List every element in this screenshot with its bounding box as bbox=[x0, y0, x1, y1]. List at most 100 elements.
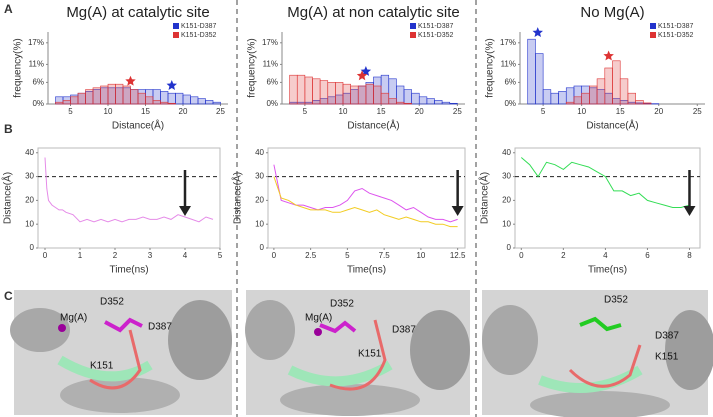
panel-label: C bbox=[4, 289, 13, 303]
histogram-bar bbox=[342, 83, 351, 105]
structure-image bbox=[10, 290, 232, 415]
histogram-bar bbox=[418, 96, 428, 105]
histogram-bar bbox=[167, 92, 176, 105]
y-tick-label: 0% bbox=[266, 99, 278, 108]
histogram-bar bbox=[403, 102, 412, 105]
data-line bbox=[273, 164, 458, 223]
histogram-bar bbox=[449, 102, 458, 105]
structure-label: K151 bbox=[655, 352, 679, 363]
y-tick-label: 40 bbox=[502, 148, 511, 157]
histogram-bar bbox=[319, 80, 329, 105]
histogram-bar bbox=[373, 85, 382, 105]
histogram-bar bbox=[550, 92, 559, 105]
y-tick-label: 0% bbox=[504, 99, 516, 108]
y-axis-label: Distance(Å) bbox=[1, 172, 14, 224]
data-line bbox=[520, 157, 690, 208]
histogram-bar bbox=[411, 92, 420, 105]
structure-label: Mg(A) bbox=[305, 313, 332, 324]
x-tick-label: 20 bbox=[654, 107, 663, 116]
histogram-bar bbox=[434, 100, 443, 105]
x-tick-label: 5 bbox=[218, 251, 223, 260]
plot-frame bbox=[37, 147, 221, 249]
x-tick-label: 0 bbox=[519, 251, 524, 260]
peak-star bbox=[532, 27, 543, 37]
x-tick-label: 12.5 bbox=[450, 251, 466, 260]
histogram-bar bbox=[152, 100, 161, 105]
x-tick-label: 6 bbox=[645, 251, 650, 260]
histogram-bar bbox=[100, 85, 109, 105]
histogram-bar bbox=[115, 83, 124, 105]
x-axis-label: Distance(Å) bbox=[586, 119, 638, 132]
x-tick-label: 15 bbox=[616, 107, 625, 116]
histogram-bar bbox=[85, 89, 94, 105]
x-tick-label: 5 bbox=[68, 107, 73, 116]
x-tick-label: 3 bbox=[148, 251, 153, 260]
histogram-bar bbox=[403, 89, 412, 105]
y-tick-label: 20 bbox=[25, 195, 34, 204]
histogram-bar bbox=[558, 91, 567, 105]
histogram-bar bbox=[388, 98, 397, 105]
data-line bbox=[273, 176, 458, 228]
structure-label: D352 bbox=[330, 299, 354, 310]
x-tick-label: 10 bbox=[577, 107, 586, 116]
data-line bbox=[44, 157, 214, 223]
x-tick-label: 25 bbox=[216, 107, 225, 116]
histogram-bar bbox=[604, 67, 613, 105]
y-tick-label: 11% bbox=[263, 60, 278, 69]
x-tick-label: 0 bbox=[272, 251, 277, 260]
histogram-bar bbox=[92, 87, 101, 105]
chart-title: No Mg(A) bbox=[580, 4, 644, 21]
x-tick-label: 2 bbox=[561, 251, 566, 260]
x-tick-label: 5 bbox=[541, 107, 546, 116]
panel-label: A bbox=[4, 2, 13, 16]
x-tick-label: 10 bbox=[104, 107, 113, 116]
x-tick-label: 25 bbox=[453, 107, 462, 116]
histogram-bar bbox=[212, 101, 221, 105]
y-tick-label: 11% bbox=[501, 60, 516, 69]
x-tick-label: 1 bbox=[78, 251, 83, 260]
structure-label: D352 bbox=[604, 295, 628, 306]
peak-star bbox=[166, 80, 177, 90]
histogram-bar bbox=[612, 60, 621, 105]
y-tick-label: 20 bbox=[255, 195, 264, 204]
histogram-bar bbox=[197, 98, 206, 105]
y-tick-label: 6% bbox=[266, 78, 278, 87]
histogram-bar bbox=[312, 78, 321, 105]
histogram-bar bbox=[304, 76, 313, 105]
histogram-bar bbox=[335, 82, 344, 105]
legend-label: K151-D387 bbox=[418, 23, 454, 30]
x-tick-label: 4 bbox=[183, 251, 188, 260]
histogram-bar bbox=[190, 96, 199, 105]
histogram-bar bbox=[182, 94, 191, 105]
x-tick-label: 25 bbox=[693, 107, 702, 116]
x-tick-label: 20 bbox=[415, 107, 424, 116]
x-axis-label: Distance(Å) bbox=[112, 119, 164, 132]
legend-label: K151-D387 bbox=[181, 23, 217, 30]
histogram-bar bbox=[565, 87, 575, 105]
histogram-bar bbox=[635, 100, 644, 105]
y-tick-label: 17% bbox=[28, 38, 44, 47]
y-axis-label: Distance(Å) bbox=[478, 172, 491, 224]
histogram-bar bbox=[596, 78, 606, 105]
y-tick-label: 30 bbox=[255, 172, 264, 181]
structure-label: K151 bbox=[90, 361, 114, 372]
y-tick-label: 30 bbox=[25, 172, 34, 181]
y-tick-label: 20 bbox=[502, 195, 511, 204]
histogram-bar bbox=[426, 98, 435, 105]
histogram-bar bbox=[289, 74, 298, 105]
y-tick-label: 0 bbox=[30, 243, 35, 252]
structure-label: D387 bbox=[392, 325, 416, 336]
histogram-bar bbox=[70, 96, 79, 105]
histogram-bar bbox=[167, 102, 176, 105]
y-tick-label: 6% bbox=[504, 78, 516, 87]
legend-label: K151-D352 bbox=[418, 32, 454, 39]
y-tick-label: 40 bbox=[25, 148, 34, 157]
histogram-bar bbox=[55, 101, 64, 105]
histogram-bar bbox=[643, 102, 652, 105]
structure-label: K151 bbox=[358, 349, 382, 360]
y-tick-label: 30 bbox=[502, 172, 511, 181]
x-tick-label: 8 bbox=[687, 251, 692, 260]
y-tick-label: 0% bbox=[32, 99, 44, 108]
y-axis-label: frequency(%) bbox=[247, 38, 258, 97]
